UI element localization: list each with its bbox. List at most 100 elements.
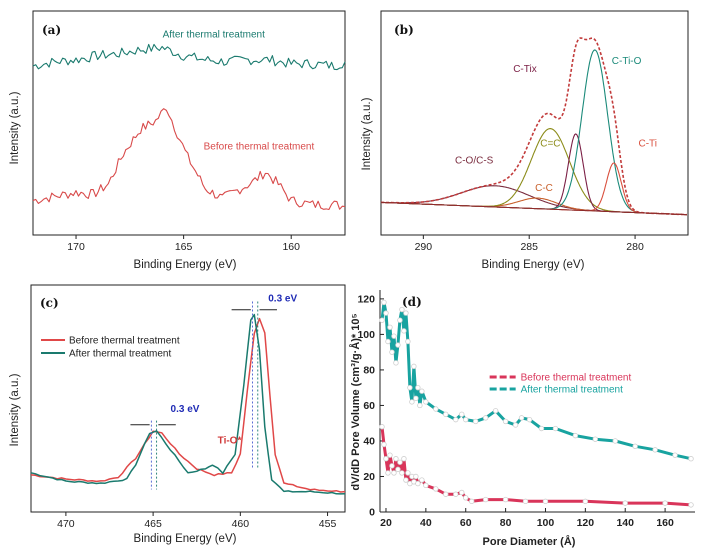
x-tick-label: 460: [232, 518, 250, 530]
data-point: [453, 416, 459, 423]
data-point: [397, 459, 403, 465]
x-tick-label: 140: [616, 517, 634, 529]
shift-label: 0.3 eV: [171, 404, 200, 415]
data-point: [522, 498, 529, 505]
plot-frame: [380, 10, 689, 236]
x-tick-label: 290: [415, 241, 433, 253]
series-line: [30, 317, 346, 493]
series-annotation: After thermal treatment: [163, 29, 265, 40]
plot-frame: [30, 284, 346, 513]
data-point: [463, 416, 469, 423]
panel-a-xlabel: Binding Energy (eV): [134, 259, 237, 271]
data-point: [381, 299, 387, 306]
data-point: [391, 333, 397, 339]
legend-label: Before thermal treatment: [521, 373, 632, 384]
data-point: [453, 491, 459, 497]
data-point: [387, 452, 393, 458]
data-point: [502, 496, 509, 503]
data-point: [401, 328, 407, 334]
data-point: [459, 411, 465, 418]
data-point: [399, 306, 405, 313]
data-point: [592, 436, 599, 442]
plot-frame: [32, 10, 346, 236]
data-point: [397, 317, 403, 323]
data-point: [572, 432, 579, 439]
data-point: [389, 349, 395, 355]
data-point: [419, 388, 425, 394]
x-tick-label: 170: [67, 241, 85, 253]
x-tick-label: 455: [319, 518, 337, 530]
series-annotation: Before thermal treatment: [204, 142, 315, 153]
data-point: [688, 456, 694, 462]
x-tick-label: 160: [282, 241, 300, 253]
legend-label: After thermal treatment: [521, 385, 623, 396]
panel-a-label: (a): [42, 23, 61, 37]
data-point: [622, 500, 628, 506]
data-point: [413, 473, 419, 480]
panel-a: (a) Binding Energy (eV) Intensity (a.u.)…: [9, 10, 346, 271]
x-tick-label: 40: [420, 517, 432, 529]
x-tick-label: 465: [144, 518, 162, 530]
data-point: [443, 491, 449, 497]
data-point: [403, 477, 409, 483]
data-point: [538, 425, 545, 432]
data-point: [469, 498, 475, 505]
data-point: [472, 418, 479, 425]
data-point: [383, 310, 389, 316]
data-point: [423, 399, 429, 405]
peak-label: C-Ti: [639, 138, 658, 149]
panel-b-xlabel: Binding Energy (eV): [482, 259, 585, 271]
panel-b: (b) Binding Energy (eV) Intensity (a.u.)…: [361, 10, 689, 271]
data-point: [415, 384, 421, 391]
baseline-line: [380, 201, 687, 216]
panel-b-ylabel: Intensity (a.u.): [361, 97, 373, 170]
series-line: [32, 43, 346, 71]
y-tick-label: 120: [357, 293, 375, 305]
x-tick-label: 160: [656, 517, 674, 529]
x-tick-label: 280: [626, 241, 644, 253]
peak-label: Ti-O*: [218, 436, 242, 447]
x-tick-label: 80: [500, 517, 512, 529]
peak-label: C-Ti-O: [612, 56, 642, 67]
y-tick-label: 20: [363, 471, 375, 483]
data-point: [433, 486, 439, 492]
data-point: [409, 399, 415, 405]
panel-d-ylabel: dV/dD Pore Volume (cm³/g·Å)* 10⁵: [349, 313, 362, 490]
peak-label: C-Tix: [513, 64, 537, 75]
component-peak: [380, 162, 687, 216]
x-tick-label: 470: [57, 518, 75, 530]
data-point: [512, 422, 519, 428]
data-point: [417, 402, 423, 409]
data-point: [385, 470, 391, 476]
x-tick-label: 120: [577, 517, 595, 529]
x-tick-label: 20: [380, 517, 392, 529]
panel-c-ylabel: Intensity (a.u.): [9, 373, 21, 446]
component-peak: [380, 185, 687, 216]
data-point: [403, 310, 409, 316]
panel-a-ylabel: Intensity (a.u.): [9, 91, 21, 164]
y-tick-label: 40: [363, 435, 375, 447]
data-point: [443, 411, 449, 418]
data-point: [632, 443, 638, 449]
data-point: [399, 470, 405, 476]
panel-c-label: (c): [40, 296, 59, 310]
data-point: [415, 480, 421, 487]
series-line: [30, 313, 346, 495]
data-point: [672, 452, 678, 458]
panel-c-xlabel: Binding Energy (eV): [134, 533, 237, 545]
peak-label: C=C: [540, 138, 560, 149]
data-point: [411, 363, 417, 370]
data-point: [387, 324, 393, 330]
panel-c: (c) Binding Energy (eV) Intensity (a.u.)…: [9, 284, 346, 545]
data-point: [393, 456, 399, 462]
y-tick-label: 100: [357, 329, 375, 341]
data-point: [482, 496, 489, 503]
legend-label: Before thermal treatment: [69, 336, 180, 347]
data-point: [391, 470, 397, 476]
peak-label: C-C: [535, 183, 553, 194]
data-point: [379, 317, 385, 323]
data-point: [423, 482, 429, 489]
data-point: [433, 406, 439, 412]
data-point: [385, 338, 391, 345]
